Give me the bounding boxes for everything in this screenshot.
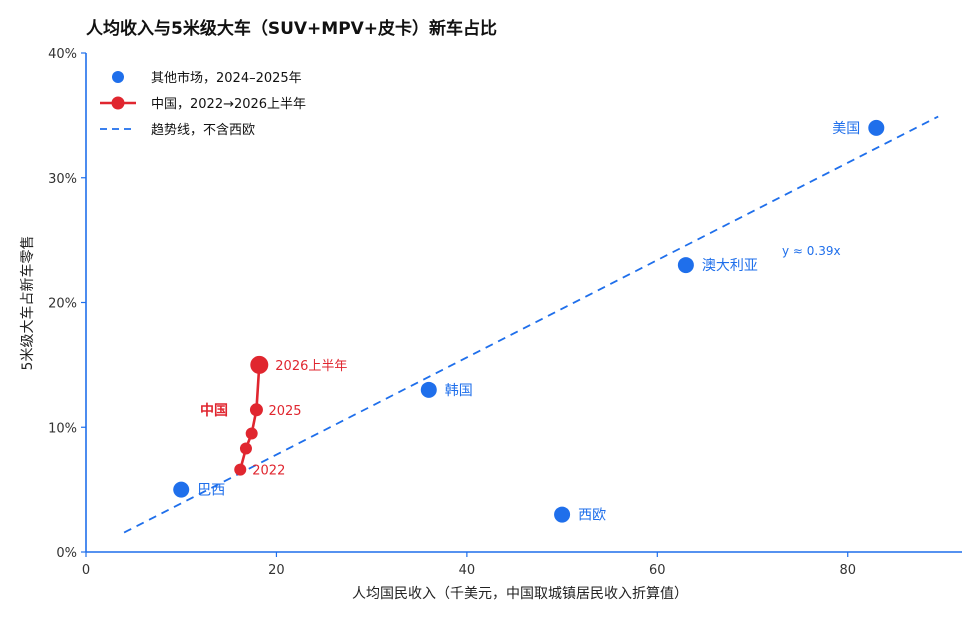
market-point (868, 119, 885, 136)
x-axis-label: 人均国民收入（千美元，中国取城镇居民收入折算值） (352, 586, 688, 602)
market-point (554, 506, 571, 523)
market-point-label: 巴西 (197, 483, 225, 499)
y-axis-label: 5米级大车占新车零售 (19, 236, 36, 371)
x-tick-label: 80 (839, 563, 856, 578)
market-point-label: 美国 (832, 121, 860, 137)
china-point (245, 427, 258, 440)
trendline-group (123, 115, 939, 534)
x-tick-label: 0 (82, 563, 90, 578)
legend-marker-other (112, 71, 124, 83)
china-point-label: 2022 (252, 464, 285, 479)
x-tick-label: 60 (649, 563, 666, 578)
china-point (249, 403, 263, 417)
legend-label-trend: 趋势线，不含西欧 (151, 122, 255, 138)
legend-marker-china (111, 96, 125, 110)
china-point (234, 463, 247, 476)
china-point-label: 2025 (268, 404, 301, 419)
market-point-label: 澳大利亚 (702, 258, 758, 274)
china-point (239, 442, 252, 455)
y-tick-label: 40% (48, 47, 77, 62)
china-series: 2022 2025 2026上半年 (234, 355, 347, 479)
y-ticks: 0% 10% 20% 30% 40% (48, 47, 86, 561)
y-tick-label: 0% (56, 546, 77, 561)
legend-label-other: 其他市场，2024–2025年 (151, 70, 302, 86)
legend-label-china: 中国，2022→2026上半年 (151, 97, 306, 112)
market-point-label: 韩国 (445, 383, 473, 399)
market-point (173, 481, 190, 498)
china-point-label: 2026上半年 (275, 359, 347, 374)
market-point (420, 381, 437, 398)
china-path (238, 364, 261, 471)
x-tick-label: 20 (268, 563, 285, 578)
legend: 其他市场，2024–2025年 中国，2022→2026上半年 趋势线，不含西欧 (100, 70, 306, 138)
china-series-label: 中国 (200, 402, 228, 419)
chart-title: 人均收入与5米级大车（SUV+MPV+皮卡）新车占比 (86, 18, 497, 39)
x-tick-label: 40 (459, 563, 476, 578)
market-point (677, 257, 694, 274)
market-point-label: 西欧 (578, 508, 606, 524)
x-ticks: 0 20 40 60 80 (82, 552, 856, 578)
y-tick-label: 30% (48, 172, 77, 187)
china-point (250, 355, 269, 374)
trendline-label: y ≈ 0.39x (782, 244, 841, 258)
y-tick-label: 20% (48, 297, 77, 312)
y-tick-label: 10% (48, 421, 77, 436)
trendline (123, 115, 939, 534)
